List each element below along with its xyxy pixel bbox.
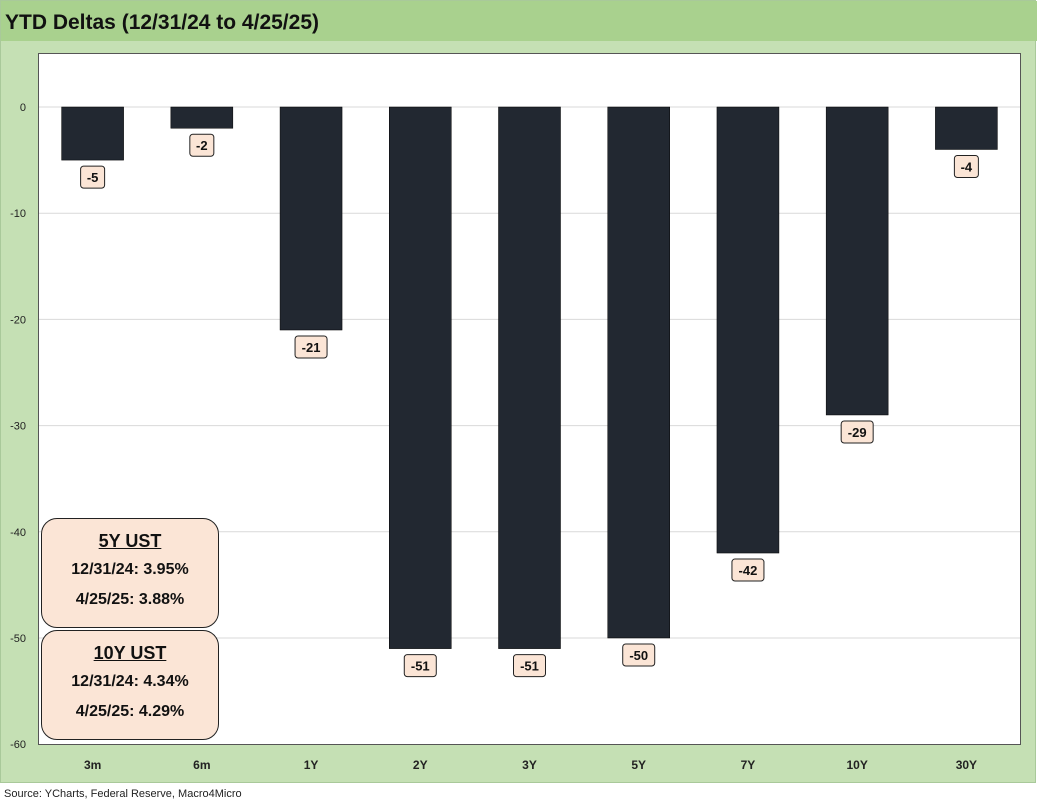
callout-title: 10Y UST — [93, 643, 167, 663]
source-note: Source: YCharts, Federal Reserve, Macro4… — [4, 788, 242, 800]
y-tick-label: -30 — [10, 421, 26, 433]
data-label: -42 — [739, 563, 758, 578]
data-label: -4 — [961, 159, 973, 174]
callout-title: 5Y UST — [98, 531, 162, 551]
data-label-box — [80, 165, 106, 189]
bar-7Y — [716, 106, 780, 554]
data-label: -50 — [629, 648, 648, 663]
data-label-box — [953, 154, 979, 178]
data-label-box — [403, 654, 437, 678]
data-label: -5 — [87, 170, 99, 185]
x-tick-label: 1Y — [304, 758, 319, 772]
x-tick-label: 10Y — [846, 758, 867, 772]
callout-10y-ust: 10Y UST 12/31/24: 4.34% 4/25/25: 4.29% — [41, 630, 219, 740]
x-tick-label: 2Y — [413, 758, 428, 772]
y-tick-label: -20 — [10, 314, 26, 326]
callout-row-start: 12/31/24: 3.95% — [71, 561, 189, 578]
y-tick-label: 0 — [20, 102, 26, 114]
data-label-box — [513, 654, 546, 678]
x-tick-label: 7Y — [741, 758, 756, 772]
data-label: -51 — [520, 659, 539, 674]
data-label: -2 — [196, 138, 208, 153]
x-tick-label: 6m — [193, 758, 210, 772]
bar-3m — [61, 106, 124, 161]
data-label: -51 — [411, 659, 430, 674]
y-tick-label: -10 — [10, 208, 26, 220]
data-label: -29 — [848, 425, 867, 440]
x-tick-label: 30Y — [956, 758, 977, 772]
bar-5Y — [607, 106, 670, 639]
y-tick-label: -60 — [10, 739, 26, 751]
y-tick-label: -50 — [10, 633, 26, 645]
x-tick-label: 5Y — [631, 758, 646, 772]
data-label-box — [622, 643, 656, 667]
y-tick-label: -40 — [10, 527, 26, 539]
chart-title: YTD Deltas (12/31/24 to 4/25/25) — [5, 11, 319, 34]
data-label: -21 — [302, 340, 321, 355]
data-label-box — [731, 558, 765, 582]
bar-30Y — [935, 106, 998, 150]
data-label-box — [189, 133, 215, 157]
x-tick-label: 3Y — [522, 758, 537, 772]
bar-2Y — [389, 106, 452, 649]
callout-5y-ust: 5Y UST 12/31/24: 3.95% 4/25/25: 3.88% — [41, 518, 219, 628]
x-tick-label: 3m — [84, 758, 101, 772]
bar-10Y — [825, 106, 889, 416]
callout-row-end: 4/25/25: 3.88% — [75, 591, 185, 608]
title-bar: YTD Deltas (12/31/24 to 4/25/25) — [1, 1, 1037, 41]
data-label-box — [840, 420, 874, 444]
callout-row-end: 4/25/25: 4.29% — [75, 703, 185, 720]
bar-6m — [170, 106, 234, 129]
bar-3Y — [498, 106, 561, 649]
callout-row-start: 12/31/24: 4.34% — [71, 673, 189, 690]
bar-1Y — [279, 106, 343, 331]
data-label-box — [294, 335, 328, 359]
